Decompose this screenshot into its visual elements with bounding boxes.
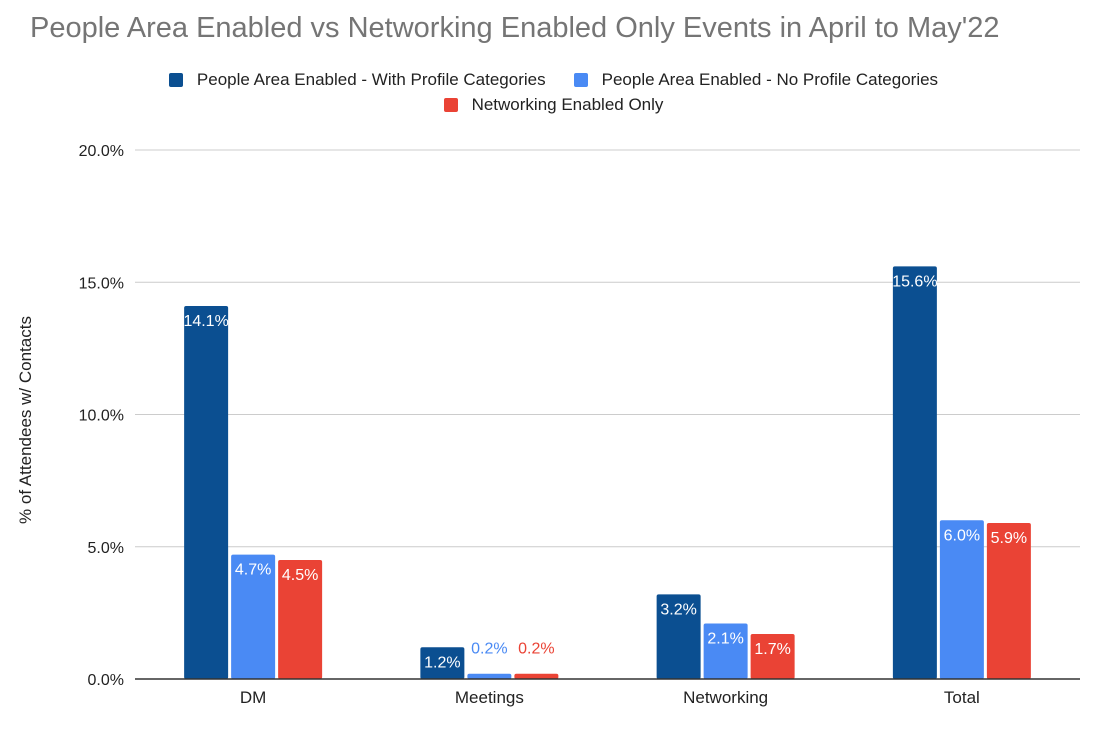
bar [184,306,229,679]
data-label: 2.1% [707,630,743,647]
bar [656,594,701,679]
data-label: 5.9% [991,530,1027,547]
legend-row-1: People Area Enabled - With Profile Categ… [0,70,1107,90]
legend-swatch-no-profile [573,73,588,87]
bar [231,554,276,679]
legend-row-2: Networking Enabled Only [0,95,1107,115]
bar [892,266,937,679]
bar [986,522,1031,679]
legend-item-no-profile: People Area Enabled - No Profile Categor… [573,70,939,90]
x-tick-label: DM [240,688,266,707]
data-label: 0.2% [518,641,554,658]
x-tick-label: Meetings [455,688,524,707]
data-label: 6.0% [944,527,980,544]
data-label: 1.2% [424,654,460,671]
bar [420,647,465,679]
legend-label-no-profile: People Area Enabled - No Profile Categor… [601,70,939,89]
legend-label-with-profile: People Area Enabled - With Profile Categ… [196,70,546,89]
legend-item-networking-only: Networking Enabled Only [443,95,664,115]
data-label: 14.1% [183,313,228,330]
bar [467,673,512,679]
y-tick-label: 20.0% [79,143,124,160]
data-label: 15.6% [892,273,937,290]
legend-swatch-networking-only [443,98,458,112]
legend-swatch-with-profile [168,73,183,87]
data-label: 1.7% [754,641,790,658]
legend-label-networking-only: Networking Enabled Only [471,95,664,114]
bar [278,559,323,679]
data-label: 3.2% [660,601,696,618]
x-tick-label: Total [944,688,980,707]
y-tick-label: 0.0% [88,672,124,689]
y-tick-label: 10.0% [79,408,124,425]
data-label: 0.2% [471,641,507,658]
data-label: 4.5% [282,567,318,584]
chart-title: People Area Enabled vs Networking Enable… [30,12,1000,44]
legend-item-with-profile: People Area Enabled - With Profile Categ… [168,70,546,90]
bar [514,673,559,679]
bar [939,520,984,679]
y-tick-label: 5.0% [88,540,124,557]
data-label: 4.7% [235,562,271,579]
x-tick-label: Networking [683,688,768,707]
y-tick-label: 15.0% [79,275,124,292]
bar [750,634,795,679]
bar [703,623,748,679]
